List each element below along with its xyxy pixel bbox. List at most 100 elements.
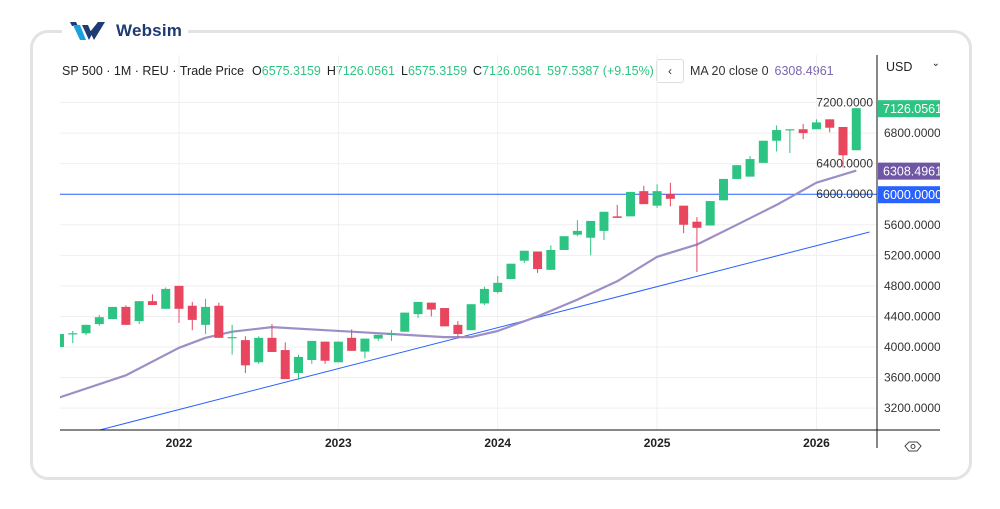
candle-body	[586, 220, 596, 238]
candle	[612, 204, 622, 218]
candle	[519, 250, 529, 263]
time-tick-label: 2025	[644, 436, 671, 450]
gear-icon-center	[910, 444, 916, 449]
ma-price-tag: 6308.4961	[883, 165, 942, 179]
ohlc-legend: SP 500 · 1M · REU · Trade Price O 6575.31…	[62, 64, 654, 78]
candle-body	[493, 282, 503, 292]
candle	[785, 129, 795, 153]
price-type: Trade Price	[179, 64, 245, 78]
candle	[227, 324, 237, 355]
candle-body	[426, 302, 436, 310]
candle-body	[851, 108, 861, 151]
candle-body	[718, 178, 728, 201]
ma-legend[interactable]: MA 20 close 0 6308.4961	[690, 64, 834, 78]
candle	[347, 329, 357, 351]
ma-price-tag-bg	[878, 162, 940, 180]
candle	[639, 185, 649, 205]
chevron-left-icon: ‹	[668, 64, 672, 78]
price-tick-label: 3200.0000	[884, 401, 941, 415]
candle	[546, 245, 556, 270]
candle	[586, 220, 596, 256]
candle-body	[360, 338, 370, 352]
candle-body	[400, 312, 410, 332]
candle-body	[121, 306, 131, 325]
candle	[838, 126, 848, 168]
candle-body	[81, 324, 91, 334]
collapse-legend-button[interactable]: ‹	[656, 59, 684, 83]
candle	[479, 286, 489, 305]
candle	[121, 305, 131, 325]
candle-body	[679, 205, 689, 225]
candle	[652, 184, 662, 208]
candle	[161, 287, 171, 309]
low-value: 6575.3159	[407, 64, 468, 78]
candle	[294, 354, 304, 380]
candle-body	[174, 285, 184, 309]
candle-body	[280, 350, 290, 380]
candle	[81, 324, 91, 336]
candle-body	[440, 308, 450, 327]
candle-body	[546, 249, 556, 270]
candle-body	[692, 221, 702, 228]
candle-body	[134, 301, 144, 322]
price-tick-label: 4800.0000	[884, 279, 941, 293]
candle-body	[307, 340, 317, 360]
last-price-tag: 7126.0561	[883, 102, 942, 116]
price-tick-label: 6400.0000	[816, 157, 873, 171]
candle-body	[479, 288, 489, 304]
candle-body	[785, 129, 795, 131]
candle	[134, 301, 144, 325]
last-price-tag-bg	[878, 100, 940, 118]
candle-body	[506, 263, 516, 280]
low-label: L	[401, 64, 408, 78]
candle-body	[294, 356, 304, 373]
ma-label: MA 20 close 0	[690, 64, 769, 78]
symbol: SP 500	[62, 64, 103, 78]
brand-name: Websim	[116, 21, 183, 40]
candle	[267, 324, 277, 352]
candle-body	[240, 340, 250, 366]
candle	[413, 301, 423, 318]
chart-frame	[30, 30, 972, 480]
candle-body	[612, 216, 622, 218]
candle-body	[60, 334, 64, 347]
candle	[692, 217, 702, 273]
time-tick-label: 2024	[484, 436, 511, 450]
candle	[745, 156, 755, 177]
candle-body	[772, 130, 782, 141]
candle	[386, 330, 396, 341]
candle	[626, 191, 636, 217]
candle-body	[533, 251, 543, 270]
plot-area	[60, 55, 877, 430]
candle	[360, 338, 370, 359]
candle-body	[599, 211, 609, 231]
ma-value: 6308.4961	[774, 64, 834, 78]
candle	[493, 275, 503, 294]
candle	[572, 220, 582, 237]
gear-icon[interactable]	[904, 441, 922, 452]
candle	[506, 263, 516, 280]
candle-body	[201, 306, 211, 325]
high-value: 7126.0561	[335, 64, 395, 78]
candle	[426, 302, 436, 317]
candle	[307, 340, 317, 364]
candle	[533, 251, 543, 273]
candle-body	[758, 140, 768, 163]
candle	[811, 119, 821, 130]
separator: ·	[131, 64, 143, 78]
candle	[68, 330, 78, 344]
exchange: REU	[142, 64, 169, 78]
candle-body	[68, 333, 78, 335]
close-value: 7126.0561	[482, 64, 542, 78]
candle-body	[811, 122, 821, 130]
candle	[679, 205, 689, 234]
candle-body	[732, 165, 742, 179]
candle-body	[386, 333, 396, 335]
candle	[453, 321, 463, 339]
candle	[108, 306, 118, 320]
price-tick-label: 6000.0000	[816, 187, 873, 201]
currency-select[interactable]: USD ⌄	[880, 58, 946, 78]
currency-value: USD	[886, 60, 913, 74]
candle-body	[267, 337, 277, 352]
